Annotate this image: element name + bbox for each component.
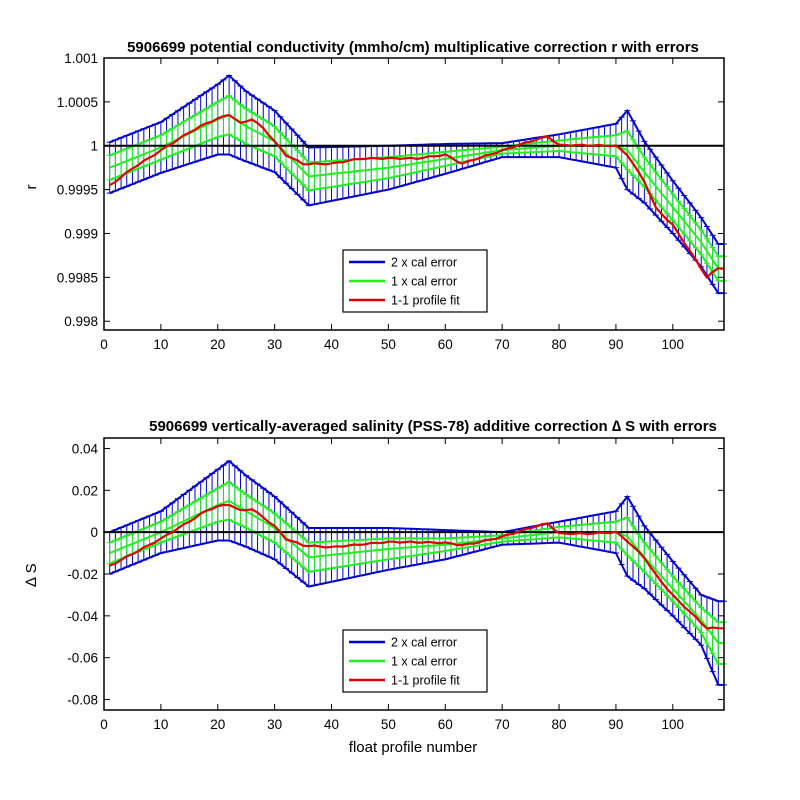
legend-label: 1 x cal error [391,655,457,669]
fit-line [109,113,725,280]
y-axis-label: ∆ S [23,563,40,586]
x-tick-label: 70 [495,337,510,352]
y-tick-label: 0.999 [64,226,98,241]
panel-conductivity: 5906699 potential conductivity (mmho/cm)… [23,39,727,352]
error-bars-1x [106,480,727,665]
legend-label: 2 x cal error [391,636,457,650]
plot-area: 0 10 20 30 40 50 60 70 80 90 100 0.998 0.9985 0.999 0.… [57,51,727,352]
error-lower-line [109,539,724,686]
x-tick-label: 20 [210,717,225,732]
y-tick-label: -0.04 [67,609,98,624]
error-lower-line [109,518,724,665]
y-tick-label: 0 [90,525,98,540]
chart-title: 5906699 potential conductivity (mmho/cm)… [127,39,699,56]
x-tick-label: 40 [324,717,339,732]
x-tick-label: 30 [267,337,282,352]
x-tick-label: 100 [662,717,685,732]
x-tick-label: 70 [495,717,510,732]
y-tick-label: 0.02 [72,483,98,498]
legend: 2 x cal error 1 x cal error 1-1 profile fi… [342,249,488,313]
legend-label: 1-1 profile fit [391,294,460,308]
x-tick-label: 100 [662,337,685,352]
x-tick-label: 0 [100,337,108,352]
error-center-line [109,499,724,644]
y-tick-label: 0.9995 [57,183,98,198]
y-axis-label: r [23,185,40,190]
legend: 2 x cal error 1 x cal error 1-1 profile fi… [342,629,488,693]
plot-frame [103,57,725,331]
x-tick-label: 90 [608,337,623,352]
y-tick-label: -0.06 [67,651,98,666]
x-tick-label: 10 [153,717,168,732]
y-tick-label: 0.04 [72,441,99,456]
x-tick-label: 60 [438,337,453,352]
error-upper-line [109,94,724,258]
x-axis-label: float profile number [349,739,477,756]
legend-label: 2 x cal error [391,256,457,270]
y-tick-label: -0.02 [67,567,98,582]
y-tick-label: 1.001 [64,51,98,66]
error-lower-line [109,153,724,295]
x-tick-label: 30 [267,717,282,732]
y-tick-label: -0.08 [67,693,98,708]
y-tick-label: 0.9985 [57,270,98,285]
y-tick-label: 1 [90,139,98,154]
x-tick-label: 80 [552,337,567,352]
y-tick-label: 1.0005 [57,95,98,110]
x-tick-label: 90 [608,717,623,732]
y-tick-label: 0.998 [64,314,98,329]
legend-label: 1-1 profile fit [391,674,460,688]
x-tick-label: 0 [100,717,108,732]
panel-salinity: 5906699 vertically-averaged salinity (PS… [23,418,727,756]
x-tick-label: 10 [153,337,168,352]
x-tick-label: 50 [381,717,396,732]
fit-line [109,503,725,630]
x-tick-label: 40 [324,337,339,352]
x-tick-label: 80 [552,717,567,732]
legend-label: 1 x cal error [391,275,457,289]
error-lower-line [109,133,724,282]
x-tick-label: 50 [381,337,396,352]
error-upper-line [109,459,724,603]
plot-area: 0 10 20 30 40 50 60 70 80 90 100 -0.08 -0.06 -0.04 -0.… [67,437,727,732]
x-tick-label: 20 [210,337,225,352]
chart-title: 5906699 vertically-averaged salinity (PS… [149,418,717,435]
x-tick-label: 60 [438,717,453,732]
error-upper-line [109,480,724,624]
